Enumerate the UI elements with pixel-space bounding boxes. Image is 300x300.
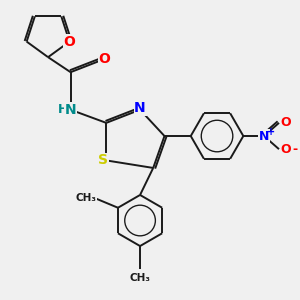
- Text: O: O: [280, 143, 291, 156]
- Text: -: -: [292, 143, 297, 156]
- Text: CH₃: CH₃: [76, 194, 97, 203]
- Text: N: N: [65, 103, 76, 117]
- Text: CH₃: CH₃: [130, 273, 151, 283]
- Text: N: N: [134, 101, 146, 115]
- Text: +: +: [267, 127, 275, 136]
- Text: O: O: [280, 116, 291, 129]
- Text: O: O: [64, 34, 75, 49]
- Text: S: S: [98, 153, 108, 167]
- Text: O: O: [98, 52, 110, 66]
- Text: N: N: [259, 130, 269, 142]
- Text: H: H: [58, 103, 68, 116]
